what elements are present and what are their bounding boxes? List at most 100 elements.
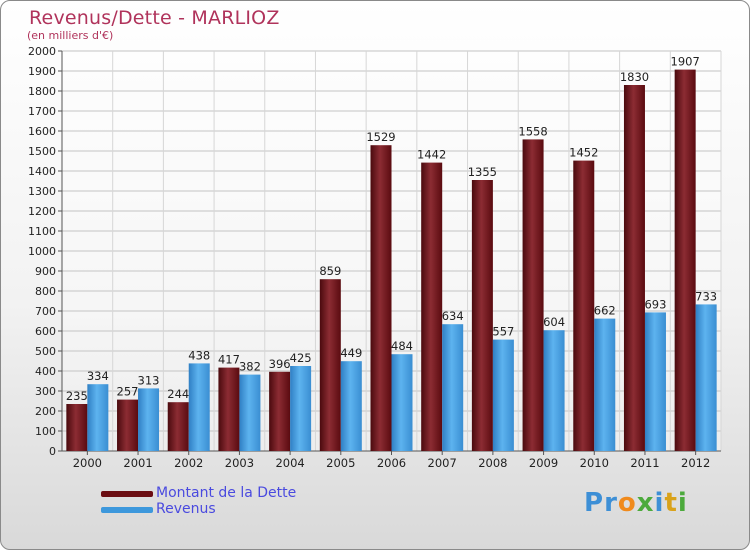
data-label-revenus: 693 xyxy=(644,297,666,311)
bar-revenus xyxy=(87,384,109,451)
data-label-revenus: 557 xyxy=(492,325,514,339)
y-tick-label: 1800 xyxy=(28,85,56,98)
bar-debt xyxy=(674,69,696,451)
y-tick-label: 1000 xyxy=(28,245,56,258)
y-tick-label: 300 xyxy=(35,385,56,398)
bar-debt xyxy=(319,279,341,451)
y-tick-label: 800 xyxy=(35,285,56,298)
data-label-debt: 417 xyxy=(218,353,240,367)
bar-revenus xyxy=(644,312,666,451)
y-tick-label: 1200 xyxy=(28,205,56,218)
bar-debt xyxy=(167,402,189,451)
data-label-revenus: 313 xyxy=(138,373,160,387)
data-label-revenus: 425 xyxy=(290,351,312,365)
x-tick-label: 2006 xyxy=(377,456,406,470)
data-label-revenus: 438 xyxy=(188,348,210,362)
x-tick-label: 2005 xyxy=(326,456,355,470)
data-label-debt: 1529 xyxy=(366,130,395,144)
y-tick-label: 600 xyxy=(35,325,56,338)
y-tick-label: 100 xyxy=(35,425,56,438)
bar-debt xyxy=(623,85,645,451)
legend-swatch-debt xyxy=(101,491,153,497)
data-label-debt: 1558 xyxy=(518,124,547,138)
data-label-revenus: 733 xyxy=(695,289,717,303)
logo-letter: r xyxy=(604,488,618,518)
bar-debt xyxy=(471,180,493,451)
data-label-debt: 1442 xyxy=(417,148,446,162)
bar-revenus xyxy=(594,318,616,451)
data-label-debt: 244 xyxy=(167,387,189,401)
x-tick-label: 2009 xyxy=(529,456,558,470)
data-label-revenus: 604 xyxy=(543,315,565,329)
x-tick-label: 2004 xyxy=(275,456,304,470)
bar-revenus xyxy=(290,366,312,451)
logo-letter: t xyxy=(664,488,678,518)
data-label-revenus: 449 xyxy=(340,346,362,360)
data-label-debt: 1355 xyxy=(468,165,497,179)
bar-debt xyxy=(370,145,392,451)
chart-title: Revenus/Dette - MARLIOZ xyxy=(29,7,280,29)
bar-debt xyxy=(218,367,240,451)
logo-letter: o xyxy=(617,488,637,518)
legend-label-debt: Montant de la Dette xyxy=(156,485,297,501)
legend-label-revenus: Revenus xyxy=(156,501,216,517)
data-label-debt: 1830 xyxy=(620,70,649,84)
x-tick-label: 2008 xyxy=(478,456,507,470)
y-tick-label: 900 xyxy=(35,265,56,278)
y-tick-label: 400 xyxy=(35,365,56,378)
chart-subtitle: (en milliers d'€) xyxy=(27,29,114,42)
bar-revenus xyxy=(543,330,565,451)
logo-letter: i xyxy=(677,488,688,518)
bar-debt xyxy=(117,399,139,451)
bar-revenus xyxy=(391,354,413,451)
data-label-debt: 1907 xyxy=(671,55,700,69)
logo-letter: x xyxy=(636,488,655,518)
bar-layer xyxy=(66,69,717,451)
logo-letter: i xyxy=(654,488,665,518)
data-label-revenus: 334 xyxy=(87,369,109,383)
bar-revenus xyxy=(138,388,160,451)
y-tick-label: 200 xyxy=(35,405,56,418)
bar-debt xyxy=(573,160,595,451)
bar-debt xyxy=(66,404,88,451)
x-tick-label: 2010 xyxy=(580,456,609,470)
y-tick-label: 500 xyxy=(35,345,56,358)
data-label-debt: 396 xyxy=(269,357,291,371)
data-label-revenus: 484 xyxy=(391,339,413,353)
y-tick-label: 2000 xyxy=(28,45,56,58)
y-tick-label: 1100 xyxy=(28,225,56,238)
x-tick-label: 2011 xyxy=(630,456,659,470)
proxiti-logo: Proxiti xyxy=(584,488,688,518)
y-tick-label: 1500 xyxy=(28,145,56,158)
bar-debt xyxy=(522,139,544,451)
data-label-revenus: 382 xyxy=(239,360,261,374)
y-tick-label: 1900 xyxy=(28,65,56,78)
bar-revenus xyxy=(492,339,514,451)
x-tick-label: 2007 xyxy=(428,456,457,470)
bar-debt xyxy=(269,371,291,451)
data-label-debt: 1452 xyxy=(569,146,598,160)
legend-swatch-revenus xyxy=(101,507,153,513)
bar-revenus xyxy=(188,363,210,451)
y-tick-label: 700 xyxy=(35,305,56,318)
y-tick-label: 1400 xyxy=(28,165,56,178)
x-tick-label: 2012 xyxy=(681,456,710,470)
bar-debt xyxy=(421,162,443,451)
bar-revenus xyxy=(239,374,261,451)
data-label-revenus: 662 xyxy=(594,304,616,318)
label-layer: 0 100 200 300 400 500 600 700 800 900 1000 1100 1200… xyxy=(28,45,717,470)
data-label-debt: 257 xyxy=(117,385,139,399)
data-label-debt: 859 xyxy=(319,264,341,278)
data-label-revenus: 634 xyxy=(442,309,464,323)
y-tick-label: 1600 xyxy=(28,125,56,138)
x-tick-label: 2002 xyxy=(174,456,203,470)
x-tick-label: 2003 xyxy=(225,456,254,470)
data-label-debt: 235 xyxy=(66,389,88,403)
bar-revenus xyxy=(442,324,464,451)
y-tick-label: 1700 xyxy=(28,105,56,118)
x-tick-label: 2001 xyxy=(123,456,152,470)
x-tick-label: 2000 xyxy=(73,456,102,470)
y-tick-label: 0 xyxy=(49,445,56,458)
